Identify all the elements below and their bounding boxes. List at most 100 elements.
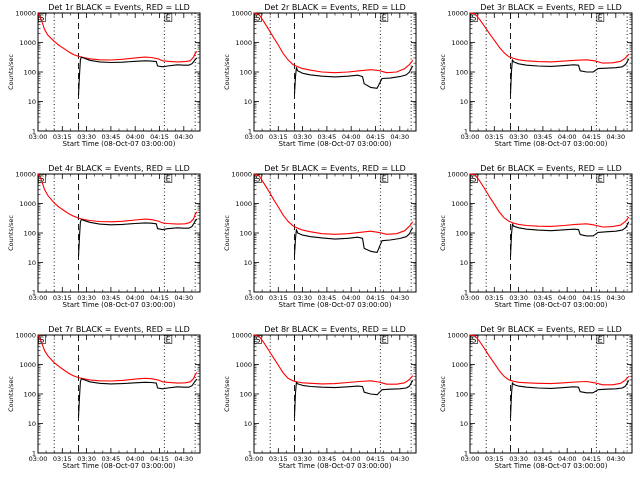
x-tick-label: 04:15 <box>150 294 169 302</box>
lld-rate-line <box>37 12 198 63</box>
marker-label: E <box>166 174 171 183</box>
x-tick-label: 04:00 <box>126 133 145 141</box>
panel-1: Det 1r BLACK = Events, RED = LLD 1 10 100 10… <box>7 3 201 148</box>
panel-title: Det 3r BLACK = Events, RED = LLD <box>480 3 622 12</box>
x-tick-label: 03:00 <box>461 455 480 463</box>
x-tick-label: 03:15 <box>269 294 288 302</box>
x-tick-label: 04:30 <box>606 133 625 141</box>
x-tick-label: 03:30 <box>509 294 528 302</box>
lld-rate-line <box>469 12 630 64</box>
panel-title: Det 6r BLACK = Events, RED = LLD <box>480 164 622 173</box>
marker-box <box>164 13 173 22</box>
marker-label: S <box>255 174 260 183</box>
y-tick-label: 100 <box>456 390 468 398</box>
y-tick-label: 1 <box>248 127 252 135</box>
lld-rate-line <box>253 12 414 74</box>
y-tick-label: 10 <box>460 259 468 267</box>
y-tick-label: 1000 <box>451 200 468 208</box>
y-tick-label: 10000 <box>447 331 468 339</box>
lld-rate-line <box>469 334 630 386</box>
y-tick-label: 10000 <box>231 170 252 178</box>
marker-label: S <box>471 174 476 183</box>
marker-box <box>596 174 605 183</box>
lld-rate-line <box>37 334 198 384</box>
y-tick-label: 1 <box>464 288 468 296</box>
plot-frame <box>253 334 417 454</box>
y-tick-label: 10 <box>244 259 252 267</box>
marker-label: E <box>382 335 387 344</box>
y-tick-label: 100 <box>24 229 36 237</box>
plot-frame <box>37 334 201 454</box>
y-tick-label: 100 <box>240 229 252 237</box>
panel-6: Det 6r BLACK = Events, RED = LLD 1 10 100 10… <box>439 164 633 309</box>
x-tick-label: 04:00 <box>342 294 361 302</box>
panel-5: Det 5r BLACK = Events, RED = LLD 1 10 100 10… <box>223 164 417 309</box>
x-tick-label: 04:30 <box>174 294 193 302</box>
panel-title: Det 5r BLACK = Events, RED = LLD <box>264 164 406 173</box>
x-tick-label: 03:45 <box>534 133 553 141</box>
x-tick-label: 03:30 <box>77 294 96 302</box>
x-axis-label: Start Time (08-Oct-07 03:00:00) <box>279 301 392 309</box>
events-rate-line <box>77 378 198 418</box>
panel-9: Det 9r BLACK = Events, RED = LLD 1 10 100 10… <box>439 325 633 470</box>
y-tick-label: 1000 <box>451 361 468 369</box>
y-axis-label: Counts/sec <box>7 215 15 251</box>
x-tick-label: 03:00 <box>461 133 480 141</box>
marker-label: E <box>598 174 603 183</box>
marker-label: E <box>598 335 603 344</box>
x-tick-label: 04:30 <box>606 294 625 302</box>
y-tick-label: 100 <box>456 229 468 237</box>
events-rate-line <box>293 380 414 417</box>
x-tick-label: 04:00 <box>126 455 145 463</box>
x-tick-label: 04:30 <box>606 455 625 463</box>
x-tick-label: 04:00 <box>558 133 577 141</box>
marker-label: S <box>255 335 260 344</box>
panel-7: Det 7r BLACK = Events, RED = LLD 1 10 100 10… <box>7 325 201 470</box>
y-tick-label: 10 <box>460 98 468 106</box>
y-tick-label: 10000 <box>15 170 36 178</box>
y-tick-label: 10 <box>28 420 36 428</box>
x-tick-label: 03:00 <box>461 294 480 302</box>
y-tick-label: 1000 <box>19 200 36 208</box>
x-tick-label: 03:45 <box>102 294 121 302</box>
events-rate-line <box>509 58 630 95</box>
marker-label: S <box>39 13 44 22</box>
y-tick-label: 10000 <box>15 9 36 17</box>
y-tick-label: 10000 <box>15 331 36 339</box>
marker-label: S <box>39 335 44 344</box>
y-tick-label: 10000 <box>231 331 252 339</box>
x-axis-label: Start Time (08-Oct-07 03:00:00) <box>495 301 608 309</box>
panel-4: Det 4r BLACK = Events, RED = LLD 1 10 100 10… <box>7 164 201 309</box>
panel-2: Det 2r BLACK = Events, RED = LLD 1 10 100 10… <box>223 3 417 148</box>
marker-box <box>596 335 605 344</box>
y-tick-label: 1000 <box>451 39 468 47</box>
y-tick-label: 1 <box>248 288 252 296</box>
x-tick-label: 03:15 <box>269 455 288 463</box>
marker-label: E <box>382 174 387 183</box>
y-axis-label: Counts/sec <box>439 54 447 90</box>
events-rate-line <box>293 227 414 256</box>
x-tick-label: 04:15 <box>582 294 601 302</box>
marker-label: S <box>255 13 260 22</box>
x-tick-label: 04:15 <box>582 133 601 141</box>
y-tick-label: 1000 <box>235 39 252 47</box>
x-axis-label: Start Time (08-Oct-07 03:00:00) <box>495 140 608 148</box>
y-tick-label: 1 <box>464 449 468 457</box>
x-tick-label: 04:15 <box>366 133 385 141</box>
y-tick-label: 1000 <box>19 39 36 47</box>
panel-title: Det 7r BLACK = Events, RED = LLD <box>48 325 190 334</box>
y-tick-label: 10 <box>244 98 252 106</box>
events-rate-line <box>77 218 198 257</box>
y-tick-label: 10 <box>28 98 36 106</box>
marker-label: E <box>598 13 603 22</box>
panel-8: Det 8r BLACK = Events, RED = LLD 1 10 100 10… <box>223 325 417 470</box>
x-tick-label: 03:15 <box>53 455 72 463</box>
x-tick-label: 03:00 <box>245 133 264 141</box>
marker-label: E <box>166 13 171 22</box>
x-tick-label: 03:00 <box>245 455 264 463</box>
x-tick-label: 03:15 <box>269 133 288 141</box>
x-axis-label: Start Time (08-Oct-07 03:00:00) <box>63 462 176 470</box>
y-tick-label: 1 <box>32 127 36 135</box>
marker-label: S <box>471 335 476 344</box>
